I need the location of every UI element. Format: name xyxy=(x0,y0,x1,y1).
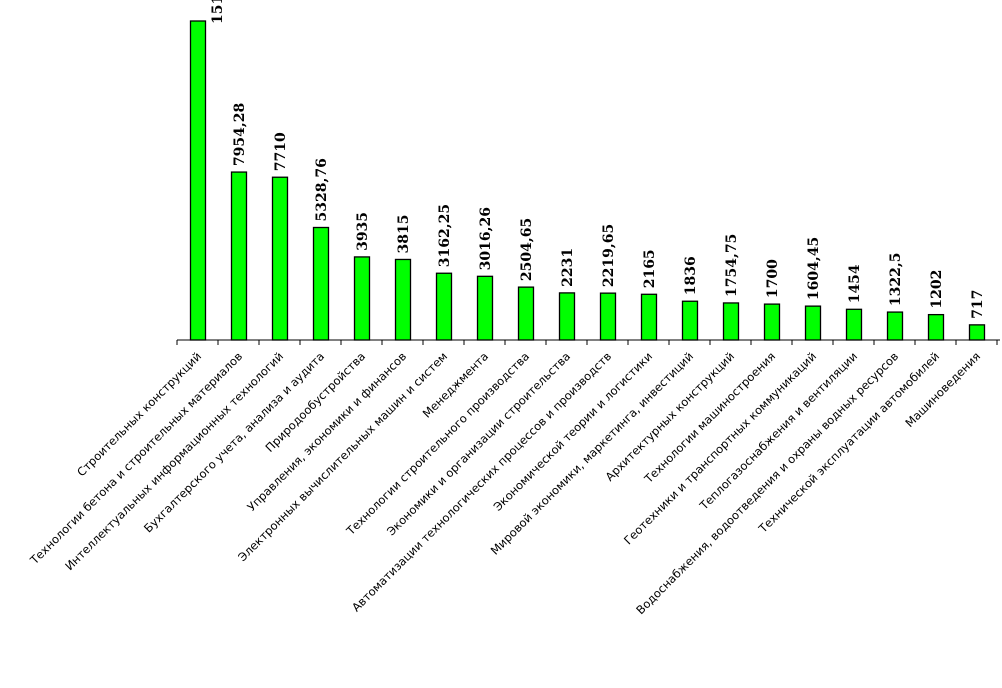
category-label: Водоснабжения, водоотведения и охраны во… xyxy=(633,349,901,617)
x-axis-ticks xyxy=(176,340,998,345)
value-label: 717 xyxy=(970,290,986,319)
value-label: 7710 xyxy=(273,132,289,171)
category-label: Геотехники и транспортных коммуникаций xyxy=(621,349,819,547)
value-labels-group: 15109,4 7954,28 7710 5328,76 3935 3815 3162,25… xyxy=(210,0,986,319)
bar xyxy=(845,308,863,341)
value-label: 2231 xyxy=(560,248,576,287)
bars-group xyxy=(189,20,986,341)
bar xyxy=(804,305,822,341)
value-label: 3815 xyxy=(396,214,412,253)
value-label: 1604,45 xyxy=(806,237,822,300)
bar xyxy=(558,292,576,341)
bar xyxy=(640,293,658,341)
bar xyxy=(394,258,412,341)
bar xyxy=(681,300,699,341)
value-label: 7954,28 xyxy=(232,103,248,166)
bar xyxy=(763,303,781,341)
bar xyxy=(476,275,494,341)
bar xyxy=(435,272,453,341)
value-label: 1322,5 xyxy=(888,252,904,306)
category-label: Машиноведения xyxy=(902,349,983,430)
value-label: 1454 xyxy=(847,264,863,303)
value-label: 15109,4 xyxy=(210,0,226,24)
value-label: 3935 xyxy=(355,212,371,251)
bar xyxy=(312,226,330,341)
value-label: 1202 xyxy=(929,270,945,309)
bar xyxy=(230,171,248,341)
bar xyxy=(599,292,617,341)
value-label: 2504,65 xyxy=(519,218,535,281)
value-label: 2165 xyxy=(642,249,658,288)
value-label: 1754,75 xyxy=(724,234,740,297)
bar xyxy=(189,20,207,341)
value-label: 3016,26 xyxy=(478,207,494,270)
bar xyxy=(886,311,904,341)
bar xyxy=(927,313,945,341)
value-label: 1836 xyxy=(683,256,699,295)
value-label: 2219,65 xyxy=(601,224,617,287)
bar xyxy=(353,256,371,341)
value-label: 1700 xyxy=(765,259,781,298)
value-label: 3162,25 xyxy=(437,204,453,267)
bar xyxy=(517,286,535,341)
value-label: 5328,76 xyxy=(314,158,330,221)
bar xyxy=(722,302,740,341)
bar xyxy=(968,324,986,341)
bar xyxy=(271,176,289,341)
